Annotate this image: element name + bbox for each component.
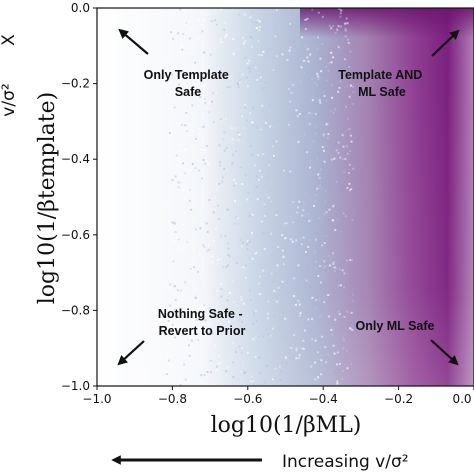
svg-text:Only ML Safe: Only ML Safe <box>356 319 435 333</box>
y-tick-label: −0.6 <box>61 228 90 242</box>
annotation-template-and-ml: Template AND ML Safe <box>338 29 460 99</box>
heatmap-fade <box>97 8 474 386</box>
y-axis-label: log10(1/βtemplate) <box>35 92 60 304</box>
y-axis-ticks: 0.0 −0.2 −0.4 −0.6 −0.8 −1.0 <box>61 1 97 393</box>
arrow-down-left <box>117 340 145 366</box>
bottom-caption-group: Increasing v/σ² <box>111 452 409 472</box>
y-tick-label: −1.0 <box>61 379 90 393</box>
svg-text:Only Template Safe: Only Template Safe <box>144 68 233 99</box>
heatmap-noise <box>164 8 355 387</box>
y-tick-label: −0.8 <box>61 303 90 317</box>
svg-text:Template AND ML Safe: Template AND ML Safe <box>338 68 426 99</box>
arrow-down-right <box>430 339 459 366</box>
svg-text:Nothing Safe - Revert to: Nothing Safe - Revert to Prior <box>158 307 246 338</box>
annotation-only-ml: Only ML Safe <box>356 319 459 366</box>
x-tick-label: −0.4 <box>309 392 338 406</box>
y-tick-label: 0.0 <box>71 1 90 15</box>
annotation-line: Only ML Safe <box>356 319 435 333</box>
annotation-line: ML Safe <box>358 85 406 99</box>
annotation-line: Template AND <box>338 68 422 82</box>
y-tick-label: −0.2 <box>61 77 90 91</box>
plot-frame <box>96 7 474 387</box>
arrow-up-right <box>431 29 460 57</box>
x-tick-label: −1.0 <box>82 392 111 406</box>
arrow-up-left <box>118 28 149 55</box>
bottom-caption: Increasing v/σ² <box>282 452 409 472</box>
annotation-line: Nothing Safe - <box>158 307 243 321</box>
annotation-line: Safe <box>175 85 201 99</box>
annotation-line: Only Template <box>144 68 229 82</box>
x-tick-label: −0.6 <box>233 392 262 406</box>
plot-area <box>96 7 474 387</box>
x-axis-label: log10(1/βML) <box>211 413 362 438</box>
annotation-nothing-safe: Nothing Safe - Revert to Prior <box>117 307 246 366</box>
x-tick-label: −0.8 <box>158 392 187 406</box>
x-tick-label: 0.0 <box>452 392 471 406</box>
left-fragment-label: v/σ² <box>0 83 19 116</box>
annotation-line: Revert to Prior <box>159 324 246 338</box>
x-tick-label: −0.2 <box>384 392 413 406</box>
left-fragment-x: X <box>0 34 19 46</box>
x-axis-ticks: −1.0 −0.8 −0.6 −0.4 −0.2 0.0 <box>82 386 474 406</box>
y-tick-label: −0.4 <box>61 152 90 166</box>
annotation-only-template: Only Template Safe <box>118 28 233 99</box>
